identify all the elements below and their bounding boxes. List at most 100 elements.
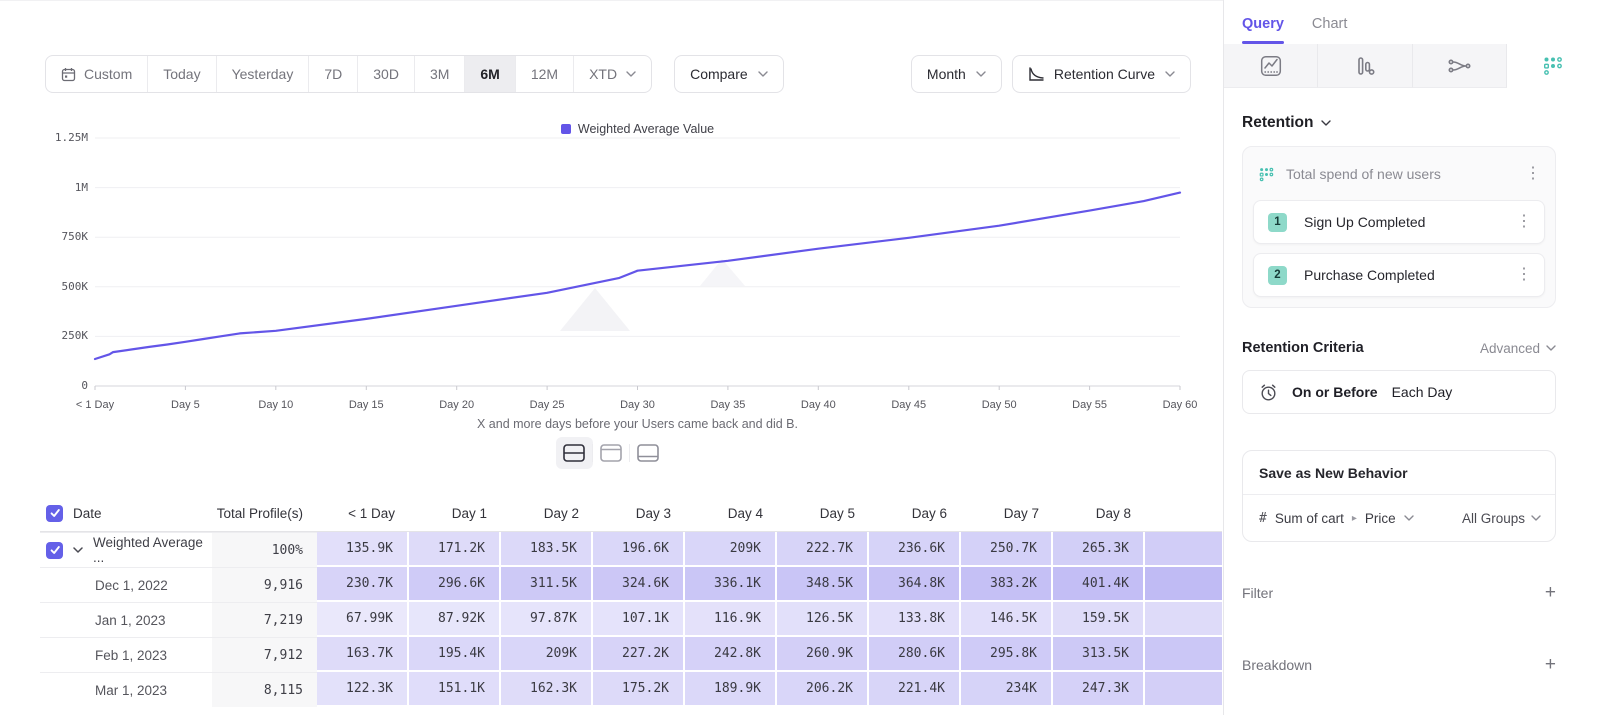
range-xtd[interactable]: XTD <box>573 56 651 92</box>
retention-value-cell[interactable]: 209K <box>501 637 593 672</box>
retention-value-cell[interactable]: 296.6K <box>409 567 501 602</box>
retention-value-cell[interactable]: 67.99K <box>317 602 409 637</box>
select-all-checkbox[interactable] <box>46 504 63 522</box>
retention-value-cell[interactable]: 133.8K <box>869 602 961 637</box>
retention-value-cell[interactable]: 146.5K <box>961 602 1053 637</box>
retention-value-cell[interactable]: 162.3K <box>501 672 593 707</box>
range-label: 12M <box>530 66 559 82</box>
report-tab-flows[interactable] <box>1412 44 1507 88</box>
row-total-cell: 100% <box>212 532 317 567</box>
retention-value-cell[interactable]: 230.7K <box>317 567 409 602</box>
x-tick-label: Day 60 <box>1162 399 1198 411</box>
kebab-menu-icon[interactable]: ⋮ <box>1525 165 1541 182</box>
measure-property[interactable]: Sum of cart <box>1274 510 1344 526</box>
kebab-menu-icon[interactable]: ⋮ <box>1516 213 1532 230</box>
retention-value-cell[interactable]: 324.6K <box>593 567 685 602</box>
retention-value-cell[interactable]: 126.5K <box>777 602 869 637</box>
measure-subproperty[interactable]: Price <box>1364 510 1396 526</box>
retention-value-cell[interactable]: 260.9K <box>777 637 869 672</box>
retention-value-cell[interactable]: 196.6K <box>593 532 685 567</box>
behavior-step-2[interactable]: 2 Purchase Completed ⋮ <box>1253 253 1545 297</box>
retention-value-cell[interactable]: 236.6K <box>869 532 961 567</box>
retention-value-cell[interactable]: 206.2K <box>777 672 869 707</box>
insights-icon <box>1260 55 1282 77</box>
line-chart-canvas[interactable] <box>40 131 1182 393</box>
chevron-down-icon <box>626 71 636 77</box>
range-30d[interactable]: 30D <box>357 56 414 92</box>
range-label: 7D <box>324 66 343 82</box>
retention-value-cell[interactable]: 135.9K <box>317 532 409 567</box>
retention-value-cell[interactable]: 227.2K <box>593 637 685 672</box>
criteria-condition-button[interactable]: On or Before Each Day <box>1242 370 1556 414</box>
tab-query[interactable]: Query <box>1242 16 1284 44</box>
retention-value-cell[interactable]: 221.4K <box>869 672 961 707</box>
retention-value-cell[interactable]: 151.1K <box>409 672 501 707</box>
chart-type-button[interactable]: Retention Curve <box>1011 55 1191 93</box>
retention-value-cell[interactable]: 171.2K <box>409 532 501 567</box>
granularity-button[interactable]: Month <box>910 55 1002 93</box>
retention-value-cell[interactable]: 336.1K <box>685 567 777 602</box>
retention-value-cell[interactable]: 159.5K <box>1053 602 1145 637</box>
retention-value-cell[interactable]: 295.8K <box>961 637 1053 672</box>
retention-value-cell[interactable]: 364.8K <box>869 567 961 602</box>
add-breakdown-button[interactable]: + <box>1544 654 1556 675</box>
range-12m[interactable]: 12M <box>514 56 573 92</box>
row-expand-chevron-icon[interactable] <box>73 547 83 553</box>
range-yesterday[interactable]: Yesterday <box>215 56 309 92</box>
retention-value-cell[interactable]: 189.9K <box>685 672 777 707</box>
row-checkbox[interactable] <box>46 541 63 559</box>
layout-toggle-split-view[interactable] <box>555 437 593 469</box>
compare-button[interactable]: Compare <box>674 55 784 93</box>
retention-value-cell[interactable]: 250.7K <box>961 532 1053 567</box>
retention-value-cell[interactable]: 313.5K <box>1053 637 1145 672</box>
retention-value-cell[interactable]: 116.9K <box>685 602 777 637</box>
behavior-step-1[interactable]: 1 Sign Up Completed ⋮ <box>1253 200 1545 244</box>
tab-chart[interactable]: Chart <box>1311 16 1348 32</box>
add-filter-button[interactable]: + <box>1544 582 1556 603</box>
retention-value-cell[interactable]: 209K <box>685 532 777 567</box>
retention-value-cell[interactable]: 348.5K <box>777 567 869 602</box>
retention-value-cell[interactable]: 175.2K <box>593 672 685 707</box>
retention-value-cell[interactable]: 122.3K <box>317 672 409 707</box>
report-tab-funnels[interactable] <box>1318 44 1413 88</box>
retention-section-dropdown[interactable]: Retention <box>1242 114 1556 132</box>
retention-value-cell[interactable]: 107.1K <box>593 602 685 637</box>
criteria-mode-dropdown[interactable]: Advanced <box>1480 341 1556 356</box>
layout-toggle-chart-only[interactable] <box>591 437 630 469</box>
table-header-row: Date Total Profile(s) < 1 Day Day 1 Day 2 Day… <box>40 495 1222 532</box>
range-7d[interactable]: 7D <box>308 56 357 92</box>
retention-value-cell[interactable]: 163.7K <box>317 637 409 672</box>
range-today[interactable]: Today <box>147 56 215 92</box>
range-custom[interactable]: Custom <box>46 56 147 92</box>
retention-value-cell[interactable]: 383.2K <box>961 567 1053 602</box>
header-date-cell: Date <box>40 495 212 531</box>
behavior-steps: 1 Sign Up Completed ⋮ 2 Purchase Completed ⋮ <box>1253 200 1545 297</box>
retention-value-cell[interactable]: 265.3K <box>1053 532 1145 567</box>
report-tab-retention[interactable] <box>1506 44 1600 88</box>
chart-legend[interactable]: Weighted Average Value <box>95 122 1180 136</box>
save-as-new-behavior-button[interactable]: Save as New Behavior <box>1243 451 1555 495</box>
layout-toggle-table-only[interactable] <box>628 437 667 469</box>
chevron-down-icon <box>1531 515 1541 521</box>
kebab-menu-icon[interactable]: ⋮ <box>1516 266 1532 283</box>
retention-value-cell[interactable]: 195.4K <box>409 637 501 672</box>
retention-value-cell[interactable]: 234K <box>961 672 1053 707</box>
table-only-icon <box>637 444 659 462</box>
retention-value-cell[interactable]: 311.5K <box>501 567 593 602</box>
all-groups-dropdown[interactable]: All Groups <box>1462 511 1541 526</box>
retention-value-cell[interactable]: 280.6K <box>869 637 961 672</box>
breadcrumb-caret-icon: ▸ <box>1351 512 1357 524</box>
retention-value-cell[interactable]: 242.8K <box>685 637 777 672</box>
retention-value-cell[interactable]: 97.87K <box>501 602 593 637</box>
condition-operator: On or Before <box>1292 384 1378 400</box>
panel-body: Retention Total spend of new users ⋮ 1 Si… <box>1224 114 1600 680</box>
report-tab-insights[interactable] <box>1224 44 1319 88</box>
behavior-card: Total spend of new users ⋮ 1 Sign Up Comp… <box>1242 146 1556 308</box>
retention-value-cell[interactable]: 401.4K <box>1053 567 1145 602</box>
range-6m[interactable]: 6M <box>464 56 515 92</box>
retention-value-cell[interactable]: 247.3K <box>1053 672 1145 707</box>
retention-value-cell[interactable]: 222.7K <box>777 532 869 567</box>
retention-value-cell[interactable]: 87.92K <box>409 602 501 637</box>
retention-value-cell[interactable]: 183.5K <box>501 532 593 567</box>
range-3m[interactable]: 3M <box>413 56 464 92</box>
